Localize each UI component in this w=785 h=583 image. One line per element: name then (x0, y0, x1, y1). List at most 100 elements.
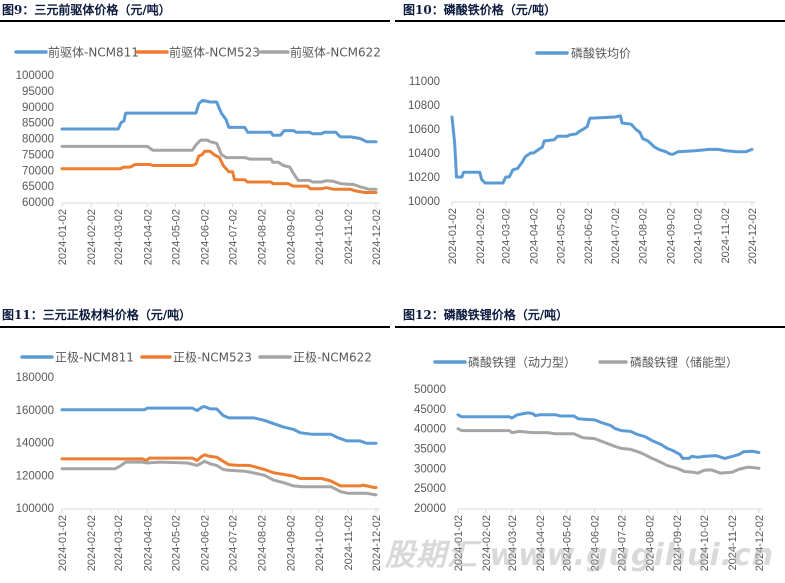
x-tick-label: 2024-02-02 (86, 209, 98, 265)
y-tick-label: 100000 (16, 503, 54, 515)
chart-1: 10000 10200 10400 10600 10800 11000 2024-01-02… (408, 46, 759, 265)
chart-title-fig10: 图10：磷酸铁价格（元/吨） (403, 3, 557, 17)
x-tick-label: 2024-10-02 (314, 209, 326, 265)
x-tick-label: 2024-05-02 (170, 209, 182, 265)
x-tick-label: 2024-01-02 (447, 208, 459, 264)
x-tick-label: 2024-08-02 (644, 515, 656, 571)
x-tick-label: 2024-02-02 (481, 515, 493, 571)
y-tick-label: 40000 (414, 424, 446, 436)
y-tick-label: 50000 (414, 384, 446, 396)
y-tick-label: 140000 (16, 438, 54, 450)
y-tick-label: 85000 (22, 118, 54, 130)
y-tick-label: 10000 (408, 196, 440, 208)
chart-2: 100000 120000 140000 160000 180000 2024-01-02… (16, 351, 383, 571)
series-line-0 (60, 405, 378, 445)
x-tick-label: 2024-09-02 (286, 209, 298, 265)
x-tick-label: 2024-01-02 (57, 209, 69, 265)
title-rule (395, 326, 785, 328)
x-tick-label: 2024-07-02 (228, 209, 240, 265)
x-tick-label: 2024-12-02 (747, 208, 759, 264)
y-tick-label: 95000 (22, 86, 54, 98)
y-tick-label: 75000 (22, 149, 54, 161)
legend-label: 正极-NCM523 (173, 351, 252, 365)
x-tick-label: 2024-07-02 (228, 515, 240, 571)
x-tick-label: 2024-06-02 (590, 515, 602, 571)
y-tick-label: 25000 (414, 483, 446, 495)
x-tick-label: 2024-03-02 (501, 208, 513, 264)
x-tick-label: 2024-09-02 (666, 208, 678, 264)
y-tick-label: 10600 (408, 124, 440, 136)
y-tick-label: 120000 (16, 470, 54, 482)
x-tick-label: 2024-11-02 (727, 515, 739, 570)
y-tick-label: 80000 (22, 134, 54, 146)
y-tick-label: 11000 (409, 76, 440, 88)
chart-title-fig12: 图12：磷酸铁锂价格（元/吨） (403, 308, 569, 322)
x-tick-label: 2024-01-02 (453, 515, 465, 571)
legend-label: 磷酸铁锂（动力型） (468, 355, 576, 370)
legend-label: 前驱体-NCM523 (169, 45, 260, 60)
chart-3: 20000 25000 30000 35000 40000 45000 50000 2024-… (414, 355, 766, 572)
y-tick-label: 35000 (414, 444, 446, 456)
y-tick-label: 10400 (408, 148, 440, 160)
y-tick-label: 10200 (408, 172, 440, 184)
x-tick-label: 2024-06-02 (199, 209, 211, 265)
x-tick-label: 2024-09-02 (286, 515, 298, 571)
x-tick-label: 2024-12-02 (371, 515, 383, 571)
x-tick-label: 2024-06-02 (583, 208, 595, 264)
legend-label: 前驱体-NCM622 (290, 45, 381, 60)
series-line-2 (60, 459, 378, 497)
x-tick-label: 2024-09-02 (672, 515, 684, 571)
x-tick-label: 2024-11-02 (720, 208, 732, 263)
x-tick-label: 2024-08-02 (257, 209, 269, 265)
x-tick-label: 2024-04-02 (528, 208, 540, 264)
x-tick-label: 2024-10-02 (692, 208, 704, 264)
series-line-1 (60, 453, 378, 489)
title-rule (0, 20, 390, 22)
y-tick-label: 60000 (22, 197, 54, 209)
x-tick-label: 2024-05-02 (562, 515, 574, 571)
x-tick-label: 2024-12-02 (371, 209, 383, 265)
x-tick-label: 2024-03-02 (113, 515, 125, 571)
series-line-0 (450, 114, 754, 185)
legend-label: 正极-NCM811 (55, 351, 134, 365)
chart-0: 60000 65000 70000 75000 80000 85000 90000 95000… (14, 45, 383, 265)
x-tick-label: 2024-11-02 (343, 515, 355, 570)
x-tick-label: 2024-07-02 (610, 208, 622, 264)
x-tick-label: 2024-07-02 (617, 515, 629, 571)
x-tick-label: 2024-08-02 (257, 515, 269, 571)
chart-title-fig9: 图9：三元前驱体价格（元/吨） (2, 3, 171, 17)
x-tick-label: 2024-05-02 (555, 208, 567, 264)
legend-label: 前驱体-NCM811 (48, 45, 139, 60)
y-tick-label: 30000 (414, 463, 446, 475)
y-tick-label: 65000 (22, 181, 54, 193)
series-line-2 (60, 138, 378, 191)
x-tick-label: 2024-10-02 (699, 515, 711, 571)
x-tick-label: 2024-03-02 (113, 209, 125, 265)
x-tick-label: 2024-06-02 (199, 515, 211, 571)
x-tick-label: 2024-08-02 (638, 208, 650, 264)
legend-label: 正极-NCM622 (293, 351, 372, 365)
x-tick-label: 2024-02-02 (475, 208, 487, 264)
y-tick-label: 70000 (22, 165, 54, 177)
series-line-1 (60, 149, 378, 194)
y-tick-label: 90000 (22, 102, 54, 114)
title-rule (395, 20, 785, 22)
x-tick-label: 2024-04-02 (142, 209, 154, 265)
series-line-0 (456, 411, 761, 460)
y-tick-label: 180000 (16, 372, 54, 384)
x-tick-label: 2024-04-02 (535, 515, 547, 571)
x-tick-label: 2024-12-02 (754, 515, 766, 571)
x-tick-label: 2024-02-02 (86, 515, 98, 571)
y-tick-label: 160000 (16, 405, 54, 417)
y-tick-label: 100000 (16, 70, 54, 82)
series-line-1 (456, 427, 761, 475)
x-tick-label: 2024-10-02 (314, 515, 326, 571)
x-tick-label: 2024-04-02 (142, 515, 154, 571)
series-line-0 (60, 98, 378, 144)
y-tick-label: 20000 (414, 503, 446, 515)
chart-title-fig11: 图11：三元正极材料价格（元/吨） (2, 308, 192, 322)
x-tick-label: 2024-03-02 (507, 515, 519, 571)
y-tick-label: 45000 (414, 404, 446, 416)
x-tick-label: 2024-01-02 (57, 515, 69, 571)
